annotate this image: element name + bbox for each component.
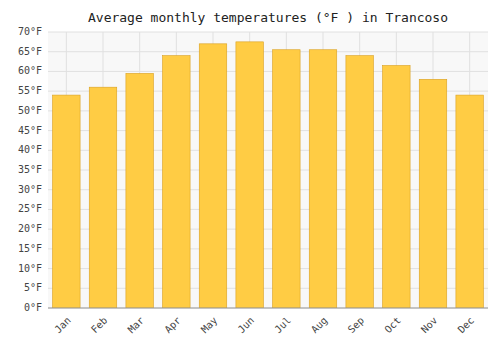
bar — [273, 50, 301, 308]
y-tick-label: 45°F — [18, 125, 42, 136]
bar — [89, 87, 117, 308]
bar — [53, 95, 80, 308]
x-tick-label: Nov — [419, 315, 440, 336]
y-tick-label: 35°F — [18, 164, 42, 175]
chart-container: 0°F 5°F 10°F 15°F 20°F 25°F 30°F 35°F 40°F 45°F 50… — [0, 0, 500, 350]
bar — [199, 44, 227, 308]
y-tick-label: 40°F — [18, 144, 42, 155]
plot-background — [48, 32, 488, 308]
bar — [346, 56, 374, 308]
x-tick-label: Sep — [346, 315, 367, 336]
y-tick-label: 5°F — [24, 282, 42, 293]
bar — [163, 56, 191, 308]
x-tick-label: Jan — [52, 315, 73, 336]
x-tick-label: Aug — [309, 315, 330, 336]
y-tick-label: 10°F — [18, 263, 42, 274]
x-tick-label: Apr — [162, 315, 183, 336]
chart: 0°F 5°F 10°F 15°F 20°F 25°F 30°F 35°F 40°F 45°F 50… — [0, 0, 500, 350]
x-tick-label: Mar — [126, 315, 147, 336]
bars — [53, 42, 484, 308]
y-tick-label: 15°F — [18, 243, 42, 254]
x-tick-label: Feb — [89, 315, 110, 336]
bar — [126, 73, 153, 308]
grid-line-y — [48, 51, 488, 52]
x-tick-label: May — [199, 315, 220, 336]
y-tick-label: 20°F — [18, 223, 42, 234]
grid-line-y — [48, 308, 488, 309]
bar — [456, 95, 484, 308]
x-tick-label: Dec — [456, 315, 477, 336]
y-tick-label: 55°F — [18, 85, 42, 96]
grid-line-y — [48, 71, 488, 72]
bar — [383, 66, 411, 308]
title: Average monthly temperatures (°F ) in Tr… — [88, 10, 448, 25]
bar — [419, 79, 447, 308]
bar — [236, 42, 264, 308]
y-tick-label: 65°F — [18, 46, 42, 57]
y-tick-label: 70°F — [18, 26, 42, 37]
y-tick-label: 30°F — [18, 184, 42, 195]
y-tick-label: 50°F — [18, 105, 42, 116]
x-tick-label: Oct — [382, 315, 403, 336]
y-tick-label: 60°F — [18, 65, 42, 76]
bar — [309, 50, 337, 308]
y-tick-label: 0°F — [24, 302, 42, 313]
y-tick-label: 25°F — [18, 203, 42, 214]
x-tick-label: Jul — [272, 315, 293, 336]
grid-line-y — [48, 32, 488, 33]
x-tick-label: Jun — [236, 315, 257, 336]
x-axis-line — [48, 308, 488, 309]
